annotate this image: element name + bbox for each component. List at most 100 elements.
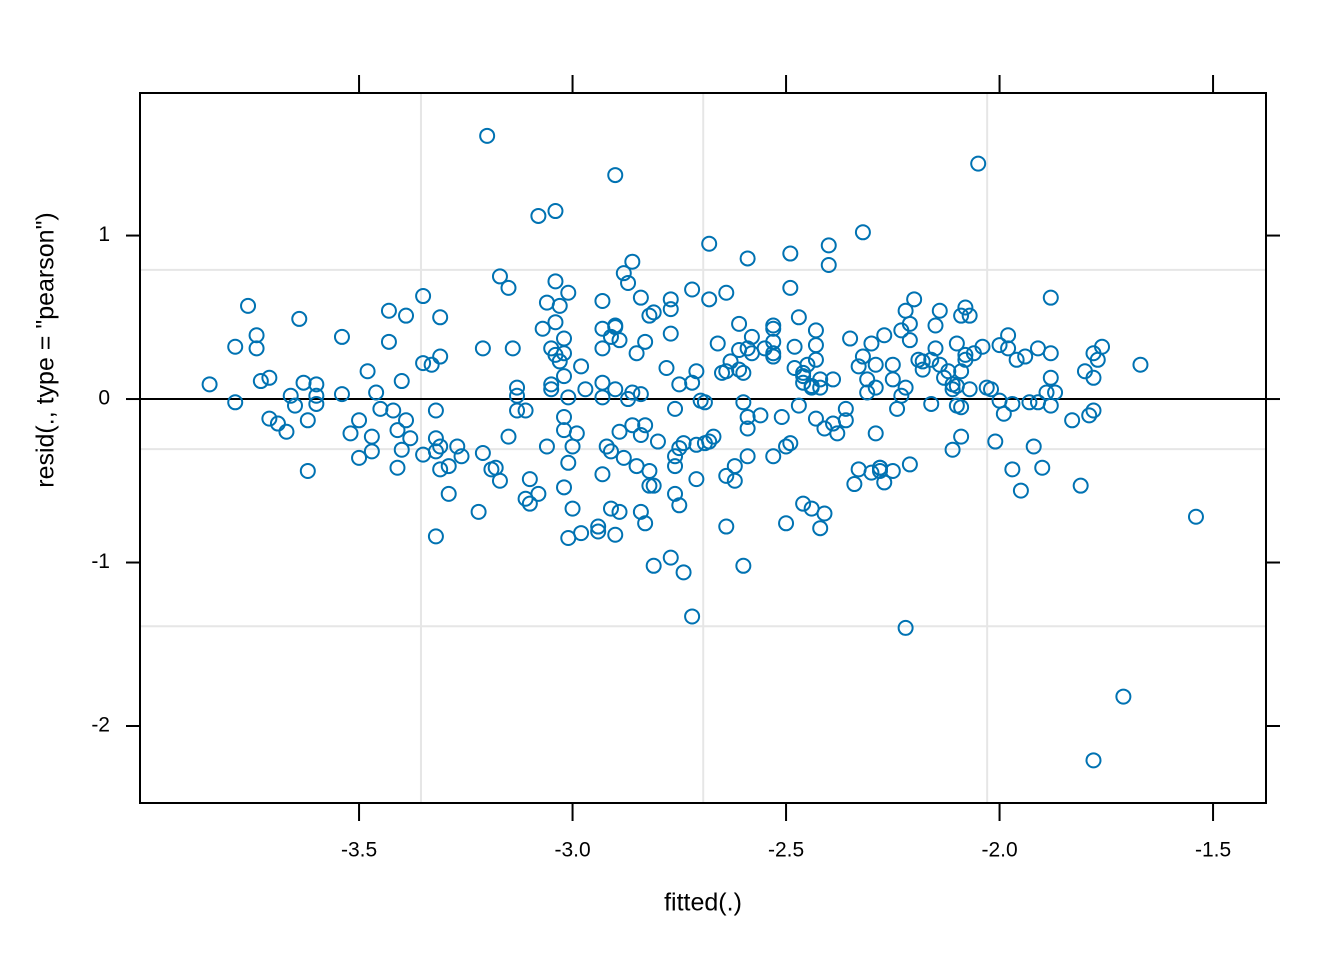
point bbox=[743, 328, 760, 345]
point bbox=[577, 381, 594, 398]
point bbox=[201, 376, 218, 393]
point bbox=[739, 448, 756, 465]
point bbox=[543, 381, 560, 398]
point bbox=[662, 291, 679, 308]
point bbox=[790, 309, 807, 326]
point bbox=[795, 374, 812, 391]
point bbox=[308, 395, 325, 412]
point bbox=[1042, 289, 1059, 306]
x-tick-label: -1.5 bbox=[1195, 839, 1231, 862]
point bbox=[944, 381, 961, 398]
point bbox=[901, 315, 918, 332]
point bbox=[624, 253, 641, 270]
point bbox=[884, 462, 901, 479]
point bbox=[632, 427, 649, 444]
point bbox=[948, 335, 965, 352]
point bbox=[560, 454, 577, 471]
point bbox=[402, 430, 419, 447]
point bbox=[944, 441, 961, 458]
point bbox=[538, 438, 555, 455]
point bbox=[675, 564, 692, 581]
point bbox=[739, 420, 756, 437]
point bbox=[923, 395, 940, 412]
point bbox=[765, 333, 782, 350]
point bbox=[983, 381, 1000, 398]
point bbox=[551, 353, 568, 370]
point bbox=[602, 500, 619, 517]
point bbox=[594, 389, 611, 406]
point bbox=[863, 335, 880, 352]
point bbox=[594, 374, 611, 391]
point bbox=[342, 425, 359, 442]
point bbox=[380, 333, 397, 350]
point bbox=[854, 224, 871, 241]
point bbox=[432, 461, 449, 478]
point bbox=[846, 476, 863, 493]
point bbox=[854, 348, 871, 365]
point bbox=[927, 340, 944, 357]
point bbox=[1072, 477, 1089, 494]
point bbox=[547, 203, 564, 220]
point bbox=[1000, 340, 1017, 357]
point bbox=[662, 549, 679, 566]
x-tick-label: -3.5 bbox=[341, 839, 377, 862]
point bbox=[1132, 356, 1149, 373]
point bbox=[368, 384, 385, 401]
point bbox=[308, 376, 325, 393]
y-tick-label: 1 bbox=[98, 223, 110, 246]
point bbox=[641, 462, 658, 479]
point bbox=[850, 358, 867, 375]
point bbox=[543, 376, 560, 393]
point bbox=[897, 619, 914, 636]
point bbox=[351, 449, 368, 466]
point bbox=[278, 423, 295, 440]
point bbox=[530, 207, 547, 224]
point bbox=[645, 304, 662, 321]
point bbox=[363, 443, 380, 460]
point bbox=[556, 345, 573, 362]
point bbox=[252, 373, 269, 390]
point bbox=[227, 338, 244, 355]
point bbox=[906, 291, 923, 308]
point bbox=[807, 322, 824, 339]
point bbox=[389, 459, 406, 476]
point bbox=[560, 389, 577, 406]
point bbox=[726, 472, 743, 489]
point bbox=[547, 314, 564, 331]
point bbox=[393, 441, 410, 458]
point bbox=[556, 330, 573, 347]
point bbox=[628, 345, 645, 362]
point bbox=[1085, 752, 1102, 769]
point bbox=[432, 348, 449, 365]
point bbox=[1085, 369, 1102, 386]
point bbox=[491, 268, 508, 285]
point bbox=[556, 409, 573, 426]
x-tick-label: -2.0 bbox=[981, 839, 1017, 862]
point bbox=[504, 340, 521, 357]
point bbox=[953, 307, 970, 324]
point bbox=[820, 237, 837, 254]
point bbox=[624, 384, 641, 401]
point bbox=[995, 405, 1012, 422]
point bbox=[415, 355, 432, 372]
point bbox=[645, 557, 662, 574]
point bbox=[269, 415, 286, 432]
point bbox=[807, 337, 824, 354]
point bbox=[765, 320, 782, 337]
point bbox=[521, 471, 538, 488]
point bbox=[987, 433, 1004, 450]
point bbox=[696, 394, 713, 411]
point bbox=[632, 289, 649, 306]
point bbox=[718, 467, 735, 484]
point bbox=[735, 557, 752, 574]
point bbox=[500, 428, 517, 445]
point bbox=[662, 301, 679, 318]
point bbox=[671, 376, 688, 393]
point bbox=[876, 327, 893, 344]
point bbox=[884, 371, 901, 388]
point bbox=[927, 317, 944, 334]
point bbox=[812, 520, 829, 537]
point bbox=[867, 425, 884, 442]
point bbox=[974, 338, 991, 355]
point bbox=[611, 423, 628, 440]
